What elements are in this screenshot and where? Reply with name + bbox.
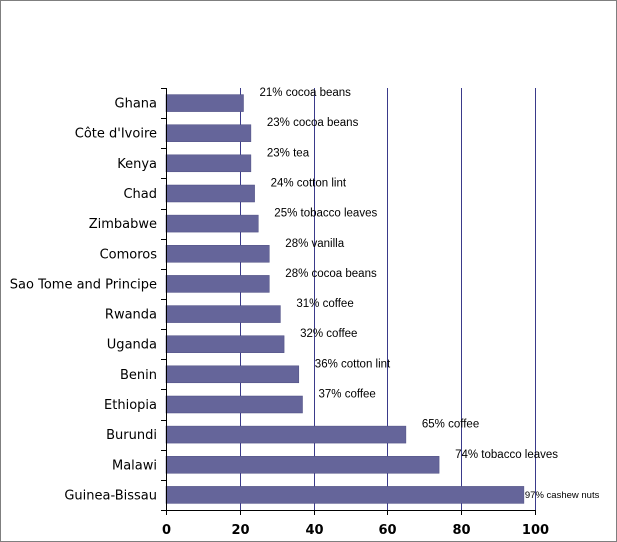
category-label: Chad [123,187,157,202]
data-label: 23% cocoa beans [267,117,359,129]
data-label: 28% vanilla [285,238,344,250]
data-label: 36% cotton lint [315,358,391,370]
bar-5 [165,245,270,263]
category-label: Burundi [106,428,157,443]
data-label: 25% tobacco leaves [274,208,377,220]
bar-6 [165,275,270,293]
x-tick-label: 60 [378,523,396,538]
x-tick-label: 0 [162,523,171,538]
category-label: Zimbabwe [89,217,157,232]
bar-8 [165,335,285,353]
bar-13 [165,486,525,504]
x-tick-label: 80 [452,523,470,538]
axes [161,88,536,515]
category-label: Malawi [112,458,157,473]
data-label: 28% cocoa beans [285,268,377,280]
category-label: Benin [120,368,157,383]
category-label: Rwanda [105,308,157,323]
bar-2 [165,154,252,173]
bars [165,94,525,504]
data-label: 31% coffee [296,298,353,310]
data-label: 21% cocoa beans [260,87,352,99]
bar-7 [165,305,281,323]
category-label: Kenya [117,157,157,172]
x-tick-label: 40 [305,523,323,538]
bar-12 [165,456,440,474]
x-tick-label: 20 [231,523,249,538]
category-label: Côte d'Ivoire [75,127,157,142]
bar-1 [165,124,252,142]
x-tick-label: 100 [522,523,549,538]
data-label: 37% coffee [319,389,376,401]
category-label: Sao Tome and Principe [10,277,157,292]
bar-11 [165,425,407,444]
data-label: 24% cotton lint [271,178,347,190]
category-label: Uganda [107,338,157,353]
category-label: Comoros [100,247,158,262]
bar-3 [165,184,255,203]
bar-9 [165,365,300,384]
bar-10 [165,395,303,414]
labels: Ghana 21% cocoa beans Côte d'Ivoire 23% coc… [10,87,600,538]
category-label: Ghana [115,97,158,112]
data-label: 97% cashew nuts [525,490,600,501]
data-label: 65% coffee [422,419,479,431]
category-label: Guinea-Bissau [64,488,157,503]
category-label: Ethiopia [104,398,157,413]
data-label: 32% coffee [300,328,357,340]
bar-0 [165,94,244,112]
bar-4 [165,214,259,233]
data-label: 23% tea [267,147,310,159]
data-label: 74% tobacco leaves [455,449,558,461]
